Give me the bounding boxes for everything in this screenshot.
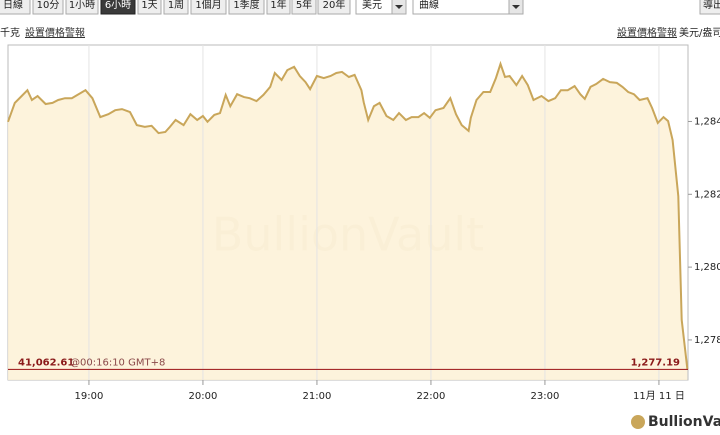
button-text: 5年 xyxy=(296,0,312,11)
select-currency-text: 美元 xyxy=(362,0,382,11)
range-button[interactable]: 1季度 xyxy=(228,0,265,15)
range-button[interactable]: 1小時 xyxy=(65,0,99,15)
timestamp: @00:16:10 GMT+8 xyxy=(70,357,165,368)
toolbar: 日線 10分 1小時 6小時 1天 1周 1個月 1季度 1年 5年 20年 xyxy=(0,0,351,15)
button-text: 1季度 xyxy=(233,0,259,11)
plot: BullionVault19:0020:0021:0022:0023:0011月… xyxy=(7,44,720,402)
button-text: 6小時 xyxy=(105,0,131,11)
range-button[interactable]: 1個月 xyxy=(190,0,227,15)
logo: BullionVault xyxy=(631,414,720,430)
x-tick-label: 19:00 xyxy=(75,391,104,402)
y-tick-label: 1,282 xyxy=(694,189,720,200)
button-text: 1天 xyxy=(141,0,157,11)
export-button[interactable]: 導出 xyxy=(699,0,720,15)
y-tick-label: 1,280 xyxy=(694,262,720,273)
button-bg xyxy=(228,0,265,15)
logo-text: BullionVault xyxy=(648,414,720,430)
button-text: 1個月 xyxy=(195,0,221,11)
range-button[interactable]: 1天 xyxy=(137,0,162,15)
last-price-label: 1,277.19 xyxy=(631,357,680,368)
range-button[interactable]: 1年 xyxy=(266,0,291,15)
range-button[interactable]: 10分 xyxy=(32,0,64,15)
button-bg xyxy=(190,0,227,15)
select-style[interactable]: 曲線 xyxy=(412,0,524,15)
button-bg xyxy=(0,0,31,15)
x-tick-label: 21:00 xyxy=(303,391,332,402)
x-tick-label: 20:00 xyxy=(189,391,218,402)
range-button[interactable]: 1周 xyxy=(163,0,189,15)
button-bg xyxy=(65,0,99,15)
button-text: 1周 xyxy=(168,0,184,11)
button-bg xyxy=(32,0,64,15)
range-button[interactable]: 日線 xyxy=(0,0,31,15)
button-bg xyxy=(291,0,317,15)
select-currency[interactable]: 美元 xyxy=(355,0,407,15)
y-tick-label: 1,278 xyxy=(694,335,720,346)
unit-left: 千克 xyxy=(0,27,20,39)
y-tick-label: 1,284 xyxy=(694,116,720,127)
alert-link-left[interactable]: 設置價格警報 xyxy=(25,26,85,39)
alert-link-right[interactable]: 設置價格警報 xyxy=(617,26,677,39)
kilo-price: 41,062.61 xyxy=(18,357,74,368)
button-text: 日線 xyxy=(3,0,23,11)
button-bg xyxy=(100,0,136,15)
range-button[interactable]: 6小時 xyxy=(100,0,136,15)
range-button[interactable]: 20年 xyxy=(317,0,351,15)
select-style-text: 曲線 xyxy=(419,0,439,11)
button-bg xyxy=(266,0,291,15)
x-tick-label: 11月 11 日 xyxy=(633,390,685,402)
price-line xyxy=(7,60,689,370)
button-text: 1年 xyxy=(270,0,286,11)
x-tick-label: 22:00 xyxy=(417,391,446,402)
button-bg xyxy=(163,0,189,15)
area xyxy=(8,63,688,381)
button-text: 20年 xyxy=(323,0,346,11)
range-button[interactable]: 5年 xyxy=(291,0,317,15)
button-text: 1小時 xyxy=(69,0,95,11)
unit-right: 美元/盎司 xyxy=(679,26,720,39)
button-bg xyxy=(317,0,351,15)
button-bg xyxy=(137,0,162,15)
export-text: 導出 xyxy=(703,0,720,11)
button-text: 10分 xyxy=(37,0,60,11)
x-tick-label: 23:00 xyxy=(531,391,560,402)
